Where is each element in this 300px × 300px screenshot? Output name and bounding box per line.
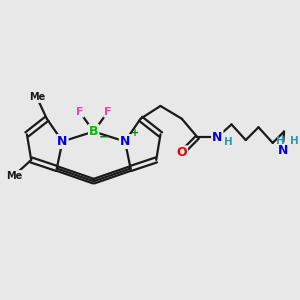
Text: B: B (89, 125, 98, 138)
Text: H: H (224, 137, 232, 147)
Text: N: N (278, 143, 288, 157)
Text: N: N (57, 135, 68, 148)
Text: −: − (99, 130, 109, 144)
Text: H: H (290, 136, 298, 146)
Text: N: N (120, 135, 130, 148)
Text: F: F (104, 106, 112, 117)
Text: O: O (176, 146, 187, 159)
Text: H: H (275, 136, 284, 146)
Text: +: + (130, 128, 139, 138)
Text: N: N (212, 131, 223, 144)
Text: Me: Me (29, 92, 45, 102)
Text: Me: Me (6, 171, 22, 181)
Text: F: F (76, 106, 83, 117)
